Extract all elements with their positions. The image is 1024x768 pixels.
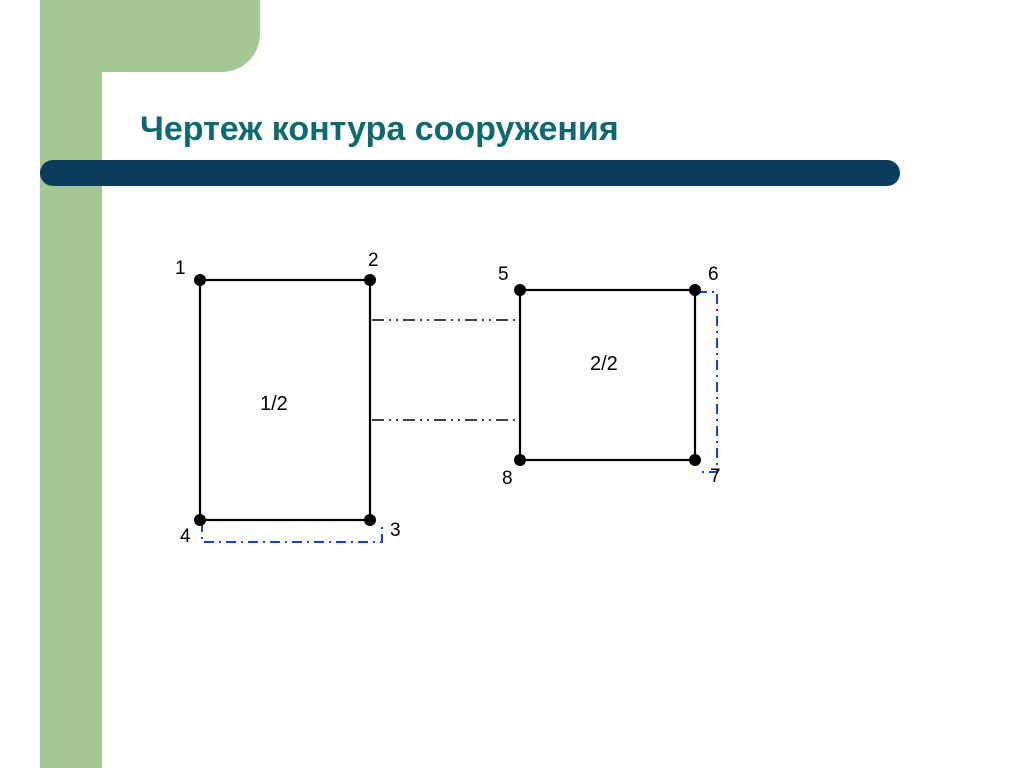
node-label-7: 7 bbox=[710, 466, 721, 487]
shape-b bbox=[520, 290, 695, 460]
node-label-6: 6 bbox=[708, 264, 719, 285]
inner-label-0: 1/2 bbox=[260, 393, 288, 415]
node-label-5: 5 bbox=[498, 264, 509, 285]
node-8 bbox=[514, 454, 526, 466]
node-label-4: 4 bbox=[180, 526, 191, 547]
offset-path-1 bbox=[697, 292, 717, 472]
offset-path-0 bbox=[202, 522, 382, 542]
node-4 bbox=[194, 514, 206, 526]
inner-label-1: 2/2 bbox=[590, 353, 618, 375]
node-label-2: 2 bbox=[368, 250, 379, 271]
node-6 bbox=[689, 284, 701, 296]
node-label-1: 1 bbox=[175, 258, 186, 279]
node-label-3: 3 bbox=[390, 520, 401, 541]
decor-corner bbox=[40, 0, 260, 72]
title-underline bbox=[40, 160, 900, 186]
node-1 bbox=[194, 274, 206, 286]
slide-title: Чертеж контура сооружения bbox=[140, 110, 619, 149]
node-2 bbox=[364, 274, 376, 286]
node-7 bbox=[689, 454, 701, 466]
node-5 bbox=[514, 284, 526, 296]
node-label-8: 8 bbox=[502, 468, 513, 489]
contour-diagram: 1 2 3 4 5 6 7 8 1/2 2/2 bbox=[150, 250, 870, 600]
node-3 bbox=[364, 514, 376, 526]
decor-sidebar bbox=[40, 0, 102, 768]
